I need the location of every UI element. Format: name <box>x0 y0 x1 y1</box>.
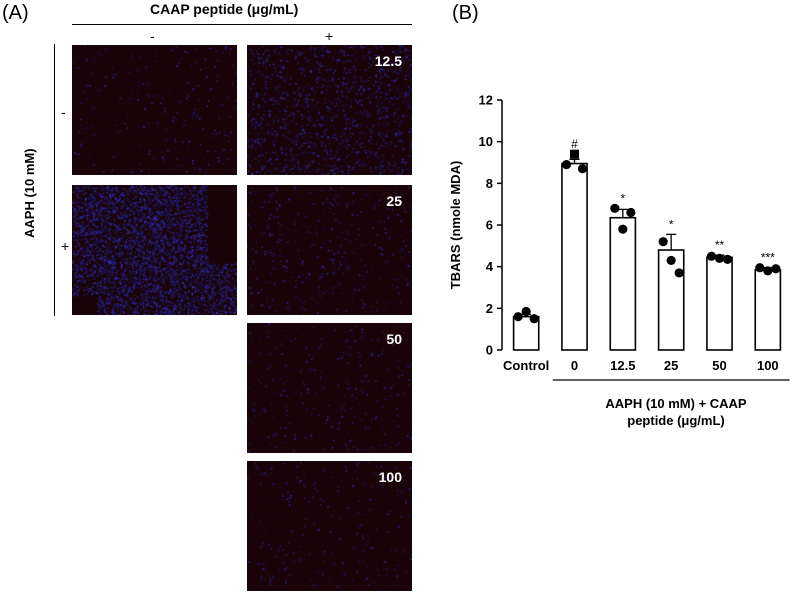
bar <box>657 249 685 351</box>
micrograph-tile <box>72 45 237 175</box>
row-plus-label: + <box>61 238 70 254</box>
y-tick-label: 8 <box>486 176 493 191</box>
concentration-label: 100 <box>378 469 402 485</box>
y-tick-label: 4 <box>486 259 494 274</box>
micrograph-image <box>72 185 237 315</box>
data-point <box>610 203 620 213</box>
col-plus-label: + <box>325 28 334 44</box>
data-point <box>521 306 531 317</box>
y-tick-label: 12 <box>479 93 493 108</box>
bar <box>706 256 733 351</box>
data-point <box>570 149 579 159</box>
concentration-label: 12.5 <box>374 53 402 69</box>
col-minus-label: - <box>150 28 155 44</box>
data-point <box>658 237 668 247</box>
y-axis-label: TBARS (nmole MDA) <box>448 161 463 290</box>
concentration-label: 25 <box>386 193 402 209</box>
micrograph-tile <box>72 185 237 315</box>
column-header-line <box>72 24 412 25</box>
data-point <box>577 164 588 174</box>
data-point <box>561 159 572 170</box>
data-point <box>706 251 717 261</box>
x-tick-label: 12.5 <box>610 358 635 373</box>
group-caption: AAPH (10 mM) + CAAP peptide (μg/mL) <box>560 395 792 429</box>
data-point <box>529 314 539 324</box>
micrograph-image <box>247 45 412 175</box>
x-tick-label: 25 <box>664 358 678 373</box>
row-header: AAPH (10 mM) <box>22 148 37 238</box>
data-point <box>666 255 676 266</box>
y-tick-label: 0 <box>486 343 493 358</box>
significance-marker: ** <box>715 238 725 252</box>
micrograph-tile: 100 <box>247 461 412 591</box>
micrograph-image <box>72 45 237 175</box>
data-point <box>674 268 684 278</box>
significance-marker: # <box>571 137 578 151</box>
bar <box>561 162 588 351</box>
panel-b-label: (B) <box>452 2 479 24</box>
group-caption-line2: peptide (μg/mL) <box>627 413 725 428</box>
row-minus-label: - <box>61 104 66 120</box>
panel-a-label: (A) <box>2 2 29 24</box>
significance-marker: * <box>620 191 625 205</box>
row-header-line <box>54 44 55 316</box>
data-point <box>763 266 773 276</box>
column-header: CAAP peptide (μg/mL) <box>150 1 299 17</box>
y-tick-label: 2 <box>486 301 493 316</box>
x-tick-label: 50 <box>712 358 726 373</box>
micrograph-image <box>247 323 412 453</box>
micrograph-tile: 50 <box>247 323 412 453</box>
bar <box>512 315 540 351</box>
data-point <box>771 264 781 274</box>
micrograph-tile: 25 <box>247 185 412 315</box>
data-point <box>618 224 628 234</box>
micrograph-tile: 12.5 <box>247 45 412 175</box>
x-tick-label: Control <box>503 358 549 373</box>
x-tick-label: 100 <box>757 358 779 373</box>
significance-marker: *** <box>761 251 775 265</box>
tbars-bar-chart: 0 2 4 6 8 10 12 TBARS (nmole MDA) Control #0 * 12.5… <box>448 93 790 381</box>
y-tick-label: 10 <box>479 134 493 149</box>
micrograph-image <box>247 185 412 315</box>
data-point <box>626 207 636 218</box>
micrograph-image <box>247 461 412 591</box>
data-point <box>714 253 725 263</box>
x-tick-label: 0 <box>571 358 578 373</box>
data-point <box>513 312 523 322</box>
data-point <box>722 254 733 264</box>
bar <box>754 268 782 351</box>
y-tick-label: 6 <box>486 218 493 233</box>
data-point <box>755 263 765 273</box>
concentration-label: 50 <box>386 331 402 347</box>
group-caption-line1: AAPH (10 mM) + CAAP <box>605 396 747 411</box>
bar <box>609 216 637 351</box>
significance-marker: * <box>669 217 674 231</box>
